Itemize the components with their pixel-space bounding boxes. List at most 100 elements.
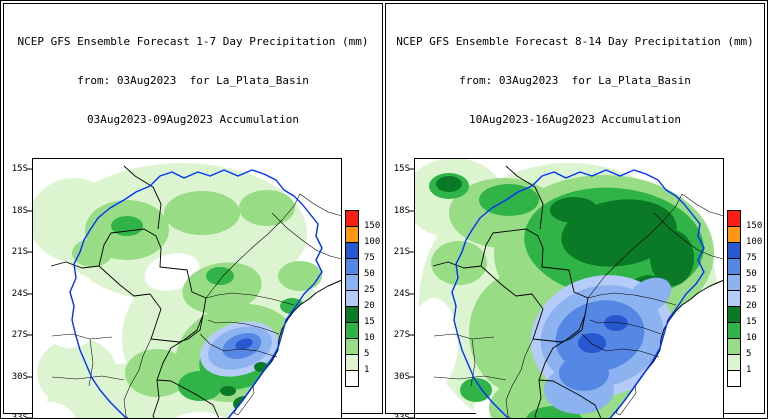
map-frame: [32, 158, 342, 418]
panel-titles: NCEP GFS Ensemble Forecast 8-14 Day Prec…: [386, 4, 764, 152]
precip-map: [409, 158, 725, 418]
coastline: [609, 279, 725, 418]
precip-contour-g5: [164, 191, 240, 235]
precip-contour-g10: [178, 371, 222, 401]
colorbar-tick-label: 10: [746, 333, 757, 343]
lat-tick-label: 21S: [11, 247, 28, 257]
precip-contour-g15: [550, 197, 598, 223]
lat-tick-label: 33S: [393, 413, 410, 419]
colorbar-tick-label: 10: [364, 333, 375, 343]
colorbar-cell: [727, 290, 741, 307]
precip-contour-g15: [650, 230, 694, 286]
coastline: [227, 279, 343, 418]
lat-tick-label: 27S: [393, 330, 410, 340]
colorbar-cell: [345, 242, 359, 259]
colorbar-tick-label: 20: [364, 301, 375, 311]
lat-tick-label: 18S: [393, 206, 410, 216]
colorbar-cell: [727, 338, 741, 355]
precip-shading: [415, 159, 719, 418]
precip-contour-g5: [182, 262, 262, 314]
colorbar-cell: [345, 354, 359, 371]
precip-contour-g1: [37, 338, 117, 408]
precip-contour-b25: [626, 277, 672, 315]
precip-contour-g10: [479, 184, 539, 216]
colorbar-cell: [345, 210, 359, 227]
panel-title-line1: NCEP GFS Ensemble Forecast 8-14 Day Prec…: [396, 35, 754, 48]
panel-title-line2: from: 03Aug2023 for La_Plata_Basin: [77, 74, 309, 87]
precip-contour-b75: [235, 338, 253, 350]
colorbar-cell: [727, 258, 741, 275]
panel-forecast-week2: NCEP GFS Ensemble Forecast 8-14 Day Prec…: [385, 3, 765, 418]
precip-contour-g15: [220, 386, 236, 396]
country-borders: [50, 165, 220, 418]
panel-titles: NCEP GFS Ensemble Forecast 1-7 Day Preci…: [4, 4, 382, 152]
precip-contour-w: [144, 253, 200, 291]
basin-boundary: [451, 169, 705, 418]
colorbar-tick-label: 20: [746, 301, 757, 311]
colorbar-tick-label: 25: [364, 285, 375, 295]
map-ticks: [409, 168, 414, 418]
colorbar-tick-label: 25: [746, 285, 757, 295]
lat-tick-label: 24S: [11, 289, 28, 299]
lat-tick-label: 33S: [11, 413, 28, 419]
colorbar-tick-label: 1: [364, 365, 370, 375]
ocean: [610, 280, 724, 418]
country-borders: [432, 165, 602, 418]
precip-contour-g5: [431, 241, 487, 285]
colorbar-tick-label: 5: [364, 349, 370, 359]
colorbar-cell: [727, 370, 741, 387]
colorbar-tick-label: 50: [364, 269, 375, 279]
lat-tick-label: 30S: [393, 372, 410, 382]
precip-contour-g5: [125, 349, 189, 397]
colorbar-cell: [345, 274, 359, 291]
colorbar-tick-label: 150: [364, 221, 381, 231]
lat-tick-label: 18S: [11, 206, 28, 216]
precip-contour-g5: [278, 261, 322, 291]
precip-contour-b75: [578, 333, 606, 353]
colorbar-cell: [727, 306, 741, 323]
lat-labels: 15S 18S 21S 24S 27S 30S 33S: [4, 154, 28, 419]
precip-contour-b50: [559, 355, 609, 391]
precip-contour-b75: [604, 315, 628, 331]
panel-title-line3: 03Aug2023-09Aug2023 Accumulation: [87, 113, 299, 126]
colorbar-cell: [727, 226, 741, 243]
colorbar-cell: [727, 242, 741, 259]
colorbar-cell: [727, 210, 741, 227]
precip-contour-w: [33, 402, 76, 418]
precip-contour-w: [175, 412, 225, 418]
ocean: [228, 280, 342, 418]
lat-tick-label: 24S: [393, 289, 410, 299]
panel-forecast-week1: NCEP GFS Ensemble Forecast 1-7 Day Preci…: [3, 3, 383, 418]
colorbar-cell: [345, 290, 359, 307]
minor-borders: [433, 193, 725, 418]
colorbar-tick-label: 5: [746, 349, 752, 359]
precip-contour-g10: [111, 216, 143, 236]
lat-tick-label: 30S: [11, 372, 28, 382]
colorbar-cell: [345, 306, 359, 323]
lat-tick-label: 21S: [393, 247, 410, 257]
colorbar-cell: [727, 322, 741, 339]
map-frame: [414, 158, 724, 418]
colorbar: 150 100 75 50 25 20 15 10 5 1: [727, 210, 765, 387]
colorbar-tick-label: 1: [746, 365, 752, 375]
lat-tick-label: 15S: [11, 164, 28, 174]
lat-tick-label: 15S: [393, 164, 410, 174]
lat-tick-label: 27S: [11, 330, 28, 340]
colorbar-cell: [345, 226, 359, 243]
colorbar-cell: [345, 258, 359, 275]
precip-map: [27, 158, 343, 418]
colorbar-tick-label: 75: [364, 253, 375, 263]
colorbar-tick-label: 100: [364, 237, 381, 247]
colorbar: 150 100 75 50 25 20 15 10 5 1: [345, 210, 383, 387]
colorbar-cell: [345, 370, 359, 387]
colorbar-tick-label: 75: [746, 253, 757, 263]
colorbar-tick-label: 100: [746, 237, 763, 247]
precip-contour-w: [415, 298, 458, 388]
colorbar-tick-label: 15: [364, 317, 375, 327]
precip-contour-g5: [72, 239, 112, 267]
map-ticks: [27, 168, 32, 418]
precip-contour-g15: [436, 176, 462, 192]
lat-labels: 15S 18S 21S 24S 27S 30S 33S: [386, 154, 410, 419]
